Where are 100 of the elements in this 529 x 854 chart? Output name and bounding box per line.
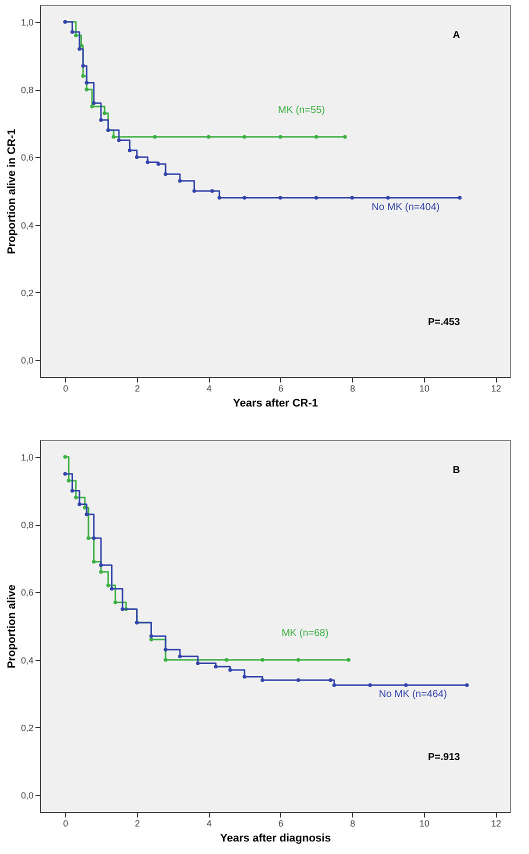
point (278, 196, 282, 200)
point (386, 196, 390, 200)
point (228, 668, 232, 672)
point (90, 104, 94, 108)
y-tick-label: 0,6 (20, 152, 34, 163)
y-tick-label: 0,6 (20, 588, 34, 598)
y-tick-label: 1,0 (20, 17, 34, 28)
point (149, 634, 154, 638)
point (164, 658, 168, 662)
point (81, 64, 85, 68)
y-tick-label: 0,0 (20, 356, 34, 366)
point (102, 111, 106, 116)
point (242, 674, 246, 679)
x-tick-label: 0 (63, 818, 68, 828)
y-tick-label: 0,8 (20, 85, 34, 96)
point (368, 683, 372, 688)
point (81, 74, 85, 78)
point (164, 172, 168, 176)
x-tick-label: 6 (278, 818, 284, 828)
point (99, 118, 103, 122)
y-tick-label: 0,2 (20, 288, 34, 298)
point (332, 683, 336, 688)
y-tick-label: 0,0 (20, 790, 34, 801)
y-tick-label: 0,2 (20, 722, 34, 733)
series-label: MK (n=55) (278, 104, 325, 116)
point (404, 683, 408, 688)
annotation: P=.913 (428, 752, 460, 763)
point (78, 502, 82, 506)
annotation: B (452, 465, 460, 476)
point (224, 658, 228, 662)
point (117, 138, 121, 142)
point (328, 678, 332, 682)
point (74, 34, 78, 38)
x-tick-label: 2 (134, 818, 140, 828)
point (214, 664, 218, 668)
point (99, 563, 103, 567)
point (164, 648, 168, 652)
point (78, 47, 82, 51)
point (66, 478, 71, 482)
x-tick-label: 6 (278, 384, 284, 394)
x-tick-label: 12 (491, 818, 502, 828)
point (196, 661, 200, 666)
point (146, 160, 150, 164)
point (112, 135, 116, 139)
x-tick-label: 10 (419, 818, 430, 828)
point (350, 196, 354, 200)
x-tick-label: 8 (350, 818, 356, 828)
x-axis-title: Years after CR-1 (233, 398, 318, 410)
point (70, 30, 74, 34)
point (135, 155, 139, 160)
point (218, 196, 222, 200)
point (296, 658, 300, 662)
point (260, 658, 264, 662)
point (314, 196, 318, 200)
annotation: A (452, 30, 460, 41)
x-tick-label: 10 (419, 384, 430, 394)
point (92, 101, 96, 105)
point (152, 135, 157, 139)
point (113, 600, 118, 604)
point (296, 678, 300, 682)
point (192, 189, 196, 193)
y-axis-title: Proportion alive (6, 584, 18, 668)
point (178, 654, 182, 658)
x-tick-label: 0 (63, 384, 68, 394)
point (110, 586, 114, 591)
point (260, 678, 264, 682)
point (84, 88, 89, 92)
point (63, 472, 67, 476)
point (278, 135, 282, 139)
point (458, 196, 462, 200)
point (206, 135, 210, 139)
y-tick-label: 0,4 (20, 655, 34, 666)
point (63, 455, 67, 459)
x-tick-label: 12 (491, 384, 502, 394)
x-tick-label: 4 (206, 818, 212, 828)
point (346, 658, 350, 662)
point (92, 536, 96, 540)
y-tick-label: 0,8 (20, 520, 34, 530)
x-tick-label: 4 (206, 384, 212, 394)
series-label: No MK (n=464) (378, 689, 447, 700)
point (106, 584, 110, 588)
x-tick-label: 8 (350, 384, 356, 394)
point (242, 135, 246, 139)
series-label: No MK (n=404) (372, 202, 440, 213)
text: MK (n=68) (282, 628, 329, 639)
point (156, 162, 160, 166)
point (149, 638, 154, 642)
point (128, 148, 132, 152)
point (99, 570, 103, 574)
point (92, 560, 96, 564)
y-tick-label: 1,0 (20, 452, 34, 462)
point (343, 135, 347, 139)
point (210, 189, 214, 193)
y-axis-title: Proportion alive in CR-1 (6, 128, 18, 254)
point (120, 607, 124, 611)
point (84, 80, 89, 85)
point (314, 135, 318, 139)
x-tick-label: 2 (134, 384, 140, 394)
point (86, 536, 90, 540)
point (74, 496, 78, 500)
